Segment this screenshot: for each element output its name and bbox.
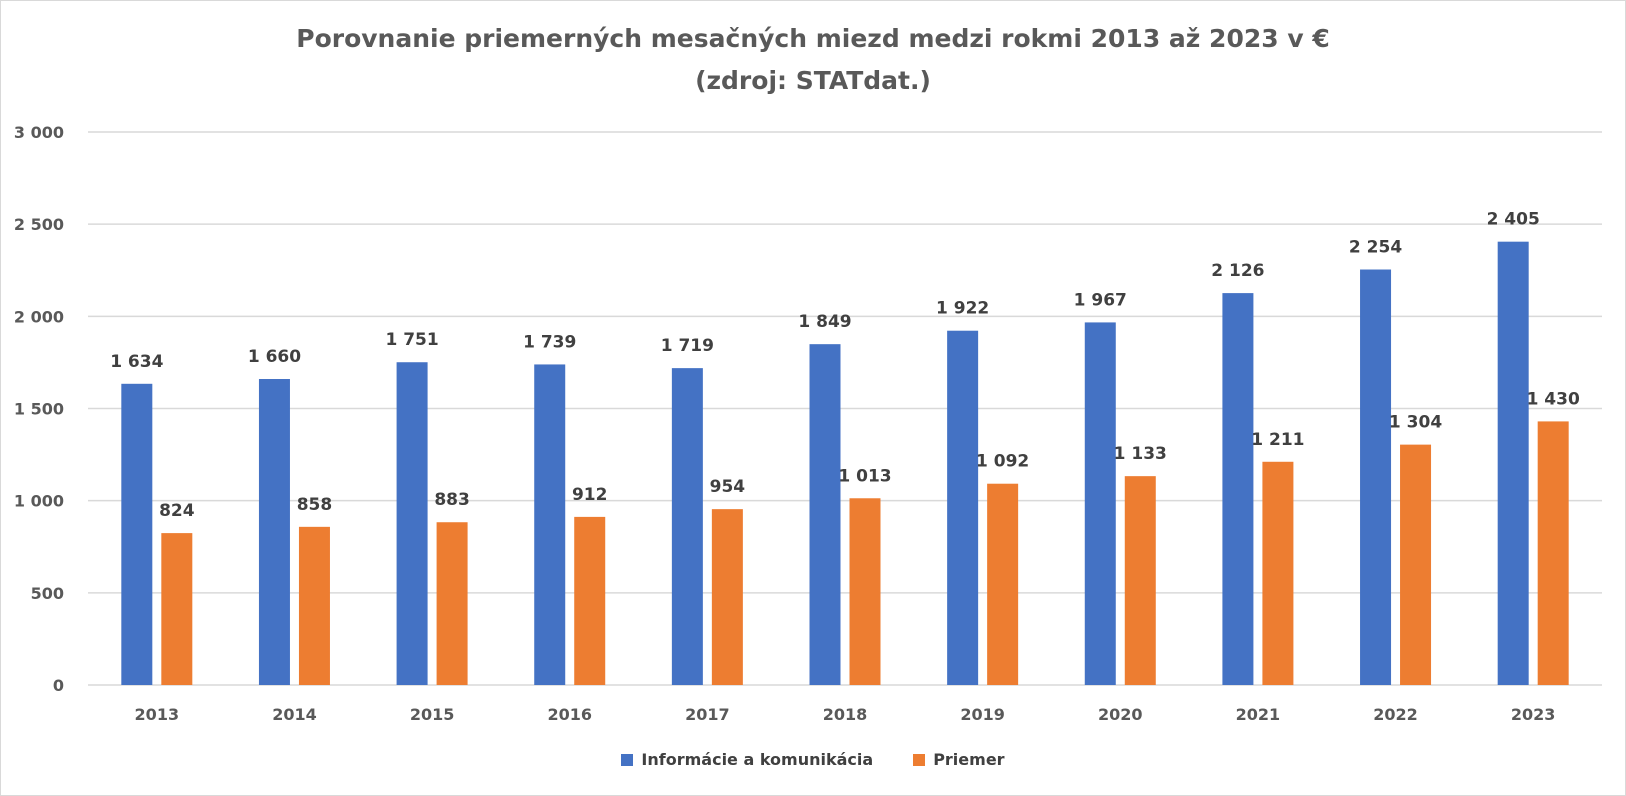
data-label: 1 634	[110, 352, 163, 372]
data-label: 858	[297, 495, 333, 515]
bar-average-2022	[1400, 444, 1432, 685]
data-label: 1 967	[1074, 290, 1127, 310]
bar-average-2018	[849, 498, 881, 685]
bar-ict-2014	[258, 379, 290, 685]
data-label: 1 751	[385, 330, 438, 350]
bar-average-2019	[987, 483, 1019, 685]
data-label: 2 405	[1487, 210, 1540, 230]
x-tick-label: 2023	[1511, 705, 1556, 724]
bar-average-2021	[1262, 461, 1294, 685]
x-tick-label: 2016	[547, 705, 592, 724]
y-tick-label: 1 000	[14, 492, 64, 511]
data-label: 954	[710, 477, 746, 497]
data-label: 1 430	[1527, 389, 1580, 409]
y-tick-label: 500	[31, 584, 64, 603]
legend-item-ict[interactable]: Informácie a komunikácia	[621, 750, 873, 769]
data-label: 1 133	[1114, 444, 1167, 464]
legend-swatch	[621, 753, 634, 766]
y-tick-label: 0	[53, 676, 64, 695]
bar-ict-2016	[534, 364, 566, 685]
bar-average-2015	[436, 522, 468, 685]
bar-ict-2019	[947, 330, 979, 685]
bar-ict-2017	[671, 368, 703, 685]
y-tick-label: 2 000	[14, 307, 64, 326]
legend-item-average[interactable]: Priemer	[913, 750, 1005, 769]
bar-ict-2013	[121, 383, 153, 685]
bar-average-2016	[574, 516, 606, 685]
x-tick-label: 2015	[410, 705, 455, 724]
y-tick-label: 1 500	[14, 400, 64, 419]
x-tick-label: 2014	[272, 705, 317, 724]
legend: Informácie a komunikácia Priemer	[0, 750, 1626, 769]
bar-average-2013	[161, 533, 193, 685]
data-label: 883	[434, 490, 470, 510]
x-tick-label: 2013	[135, 705, 180, 724]
x-tick-label: 2021	[1236, 705, 1281, 724]
bar-ict-2015	[396, 362, 428, 685]
bar-ict-2018	[809, 344, 841, 685]
bar-average-2023	[1537, 421, 1569, 685]
data-label: 912	[572, 485, 608, 505]
data-label: 1 660	[248, 347, 301, 367]
data-label: 1 922	[936, 299, 989, 319]
x-tick-label: 2019	[960, 705, 1005, 724]
data-label: 2 126	[1211, 261, 1264, 281]
data-label: 1 304	[1389, 413, 1442, 433]
bar-average-2020	[1124, 476, 1156, 685]
legend-label: Informácie a komunikácia	[641, 750, 874, 769]
data-label: 1 719	[661, 336, 714, 356]
x-tick-label: 2018	[823, 705, 868, 724]
data-label: 1 211	[1251, 430, 1304, 450]
bar-ict-2020	[1084, 322, 1116, 685]
x-tick-label: 2020	[1098, 705, 1143, 724]
data-label: 1 013	[838, 466, 891, 486]
chart-title: Porovnanie priemerných mesačných miezd m…	[296, 24, 1330, 53]
data-label: 1 739	[523, 332, 576, 352]
chart-subtitle: (zdroj: STATdat.)	[695, 66, 931, 95]
x-tick-label: 2017	[685, 705, 730, 724]
bar-ict-2021	[1222, 293, 1254, 685]
data-label: 1 092	[976, 452, 1029, 472]
y-tick-label: 2 500	[14, 215, 64, 234]
x-tick-label: 2022	[1373, 705, 1418, 724]
bar-ict-2023	[1497, 241, 1529, 685]
bar-ict-2022	[1360, 269, 1392, 685]
legend-swatch	[913, 753, 926, 766]
bar-average-2017	[711, 509, 743, 685]
data-label: 824	[159, 501, 195, 521]
bar-average-2014	[298, 526, 330, 685]
y-tick-label: 3 000	[14, 123, 64, 142]
legend-label: Priemer	[933, 750, 1005, 769]
data-label: 2 254	[1349, 238, 1402, 258]
data-label: 1 849	[798, 312, 851, 332]
